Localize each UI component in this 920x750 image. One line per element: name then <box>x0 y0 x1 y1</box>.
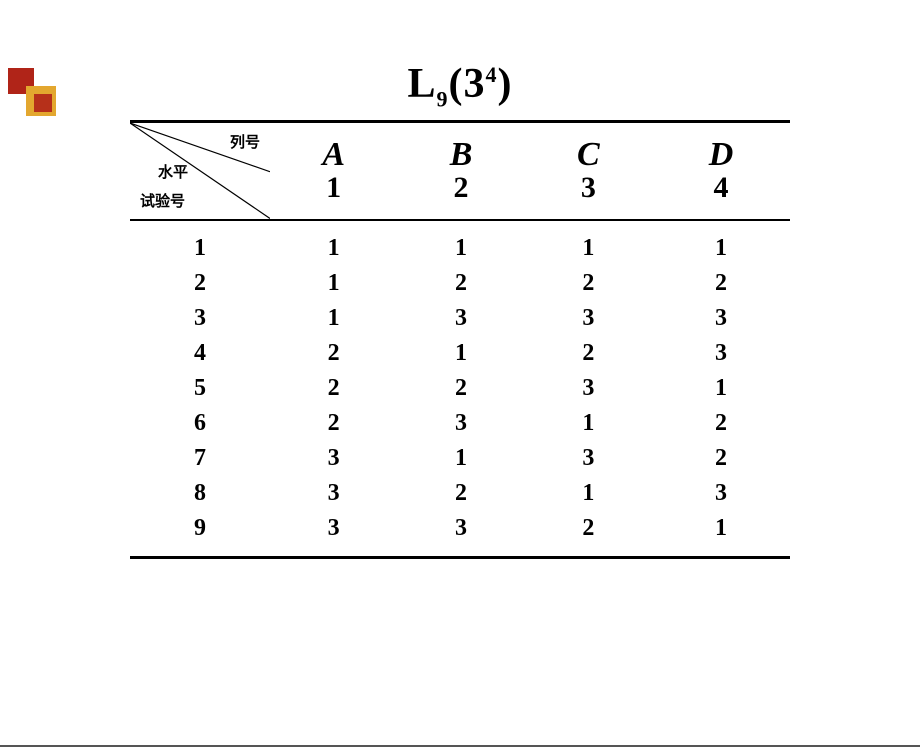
diag-label-level: 水平 <box>158 161 188 182</box>
orthogonal-array-table: 列号 水平 试验号 A1 B2 C3 D4 11111 21222 31333 … <box>130 120 790 559</box>
table-row: 11111 <box>130 220 790 266</box>
table-row: 21222 <box>130 266 790 301</box>
slide-corner-icon <box>8 68 60 120</box>
col-header-D: D4 <box>652 122 790 220</box>
table-row: 42123 <box>130 336 790 371</box>
header-diagonal-cell: 列号 水平 试验号 <box>130 122 270 220</box>
title-base: 3 <box>464 61 486 107</box>
table-row: 62312 <box>130 406 790 441</box>
table-row: 83213 <box>130 476 790 511</box>
slide-bottom-rule <box>0 745 920 747</box>
col-header-B: B2 <box>397 122 524 220</box>
header-row: 列号 水平 试验号 A1 B2 C3 D4 <box>130 122 790 220</box>
col-header-C: C3 <box>525 122 652 220</box>
table-row: 52231 <box>130 371 790 406</box>
title-L: L <box>407 61 436 107</box>
diag-label-column: 列号 <box>230 131 260 152</box>
table-row: 73132 <box>130 441 790 476</box>
title-sup: 4 <box>486 62 498 87</box>
title-open: ( <box>449 61 464 107</box>
title-sub: 9 <box>437 86 449 111</box>
col-header-A: A1 <box>270 122 397 220</box>
table-row: 31333 <box>130 301 790 336</box>
table-title: L9(34) <box>0 60 920 112</box>
diag-label-trial: 试验号 <box>140 190 185 211</box>
table-row: 93321 <box>130 511 790 558</box>
title-close: ) <box>498 61 513 107</box>
